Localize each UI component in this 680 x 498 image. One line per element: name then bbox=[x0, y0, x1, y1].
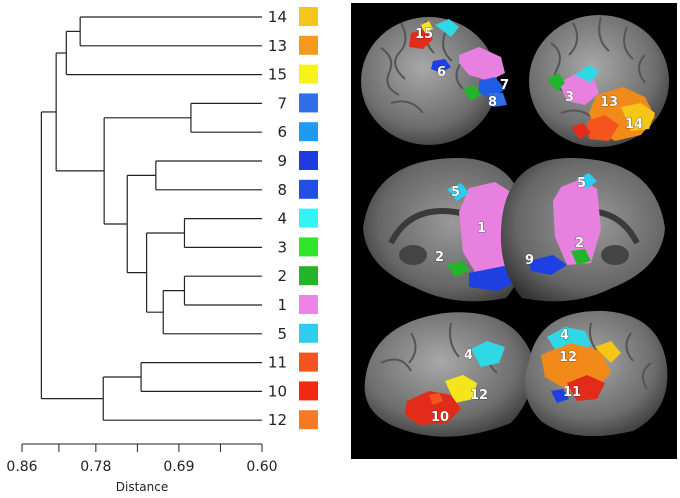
region-label: 4 bbox=[560, 328, 569, 343]
region-label: 5 bbox=[577, 176, 586, 191]
brain-view-bottom-right bbox=[525, 310, 668, 437]
region-label: 1 bbox=[477, 221, 486, 236]
leaf-label: 6 bbox=[277, 123, 287, 141]
region-label: 2 bbox=[575, 236, 584, 251]
x-axis-tick-label: 0.86 bbox=[6, 459, 37, 475]
region-label: 11 bbox=[563, 385, 581, 400]
region-label: 7 bbox=[500, 78, 509, 93]
region-label: 8 bbox=[488, 95, 497, 110]
leaf-label: 2 bbox=[277, 267, 287, 285]
leaf-color-swatch bbox=[299, 208, 318, 228]
leaf-color-swatch bbox=[299, 266, 318, 286]
leaf-label: 3 bbox=[277, 238, 287, 256]
brain-surface-panel: 15 6 7 8 3 13 14 5 1 2 5 9 2 4 12 10 4 1… bbox=[351, 3, 677, 459]
brain-view-top-right bbox=[529, 15, 669, 147]
region-label: 12 bbox=[470, 388, 488, 403]
region-label: 14 bbox=[625, 117, 643, 132]
leaf-color-swatch bbox=[299, 323, 318, 343]
region-label: 12 bbox=[559, 350, 577, 365]
leaf-label: 12 bbox=[268, 411, 287, 429]
region-label: 4 bbox=[464, 348, 473, 363]
leaf-color-swatch bbox=[299, 35, 318, 55]
leaf-color-swatch bbox=[299, 295, 318, 314]
leaf-color-swatch bbox=[299, 64, 318, 84]
region-label: 15 bbox=[415, 27, 433, 42]
leaf-color-swatch bbox=[299, 7, 318, 26]
leaf-label: 7 bbox=[277, 94, 287, 112]
leaf-color-swatch bbox=[299, 381, 318, 401]
leaf-label: 5 bbox=[277, 325, 287, 343]
leaf-label: 9 bbox=[277, 152, 287, 170]
leaf-label: 11 bbox=[268, 354, 287, 372]
leaf-color-swatch bbox=[299, 410, 318, 430]
region-label: 5 bbox=[451, 185, 460, 200]
brain-view-bottom-left bbox=[364, 312, 533, 437]
leaf-color-swatch bbox=[299, 352, 318, 372]
region-label: 6 bbox=[437, 65, 446, 80]
leaf-color-swatch bbox=[299, 237, 318, 257]
leaf-label: 15 bbox=[268, 66, 287, 84]
x-axis-tick-label: 0.78 bbox=[80, 459, 111, 475]
leaf-color-swatch bbox=[299, 179, 318, 199]
x-axis-tick-label: 0.60 bbox=[246, 459, 277, 475]
brain-view-top-left bbox=[361, 17, 507, 145]
region-label: 9 bbox=[525, 253, 534, 268]
leaf-label: 1 bbox=[277, 296, 287, 314]
leaf-color-swatch bbox=[299, 93, 318, 113]
region-label: 13 bbox=[600, 95, 618, 110]
x-axis-title: Distance bbox=[116, 480, 168, 494]
leaf-color-swatch bbox=[299, 151, 318, 170]
leaf-label: 8 bbox=[277, 181, 287, 199]
region-label: 10 bbox=[431, 410, 449, 425]
leaf-label: 10 bbox=[268, 382, 287, 400]
brain-renderings: 15 6 7 8 3 13 14 5 1 2 5 9 2 4 12 10 4 1… bbox=[361, 15, 669, 437]
region-label: 3 bbox=[565, 90, 574, 105]
x-axis-tick-label: 0.69 bbox=[163, 459, 194, 475]
leaf-color-swatch bbox=[299, 122, 318, 142]
leaf-label: 13 bbox=[268, 37, 287, 55]
leaf-label: 4 bbox=[277, 210, 287, 228]
leaf-label: 14 bbox=[268, 8, 287, 26]
brain-view-middle-right bbox=[500, 158, 665, 302]
region-label: 2 bbox=[435, 250, 444, 265]
